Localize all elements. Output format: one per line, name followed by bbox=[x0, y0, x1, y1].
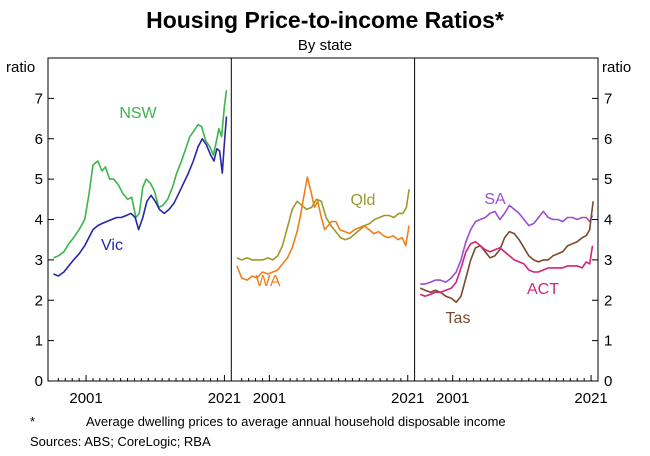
x-tick-label: 2001 bbox=[253, 390, 286, 407]
y-axis-label-right: ratio bbox=[602, 59, 631, 76]
y-tick-label: 6 bbox=[35, 131, 43, 148]
y-axis-label-left: ratio bbox=[6, 59, 35, 76]
series-label-tas: Tas bbox=[446, 310, 471, 327]
y-tick-label: 4 bbox=[35, 212, 43, 229]
series-line-qld bbox=[236, 189, 410, 261]
chart-title: Housing Price-to-income Ratios* bbox=[146, 7, 504, 33]
footnote-marker: * bbox=[30, 414, 35, 429]
y-tick-label: 2 bbox=[604, 292, 612, 309]
x-tick-label: 2001 bbox=[69, 390, 102, 407]
x-tick-label: 2021 bbox=[574, 390, 607, 407]
panel-1: 2001 2021 NSW Vic bbox=[53, 90, 241, 407]
series-label-qld: Qld bbox=[351, 192, 376, 209]
series-line-sa bbox=[420, 204, 594, 285]
series-label-sa: SA bbox=[484, 191, 506, 208]
y-tick-label: 3 bbox=[35, 252, 43, 269]
plot-frame bbox=[47, 57, 599, 382]
series-line-tas bbox=[419, 201, 594, 304]
series-line-act bbox=[419, 240, 594, 298]
y-tick-label: 7 bbox=[604, 90, 612, 107]
y-ticks-right: 0 1 2 3 4 5 6 7 bbox=[592, 90, 612, 390]
series-line-vic bbox=[53, 116, 228, 277]
y-tick-label: 4 bbox=[604, 212, 612, 229]
y-ticks-left: 0 1 2 3 4 5 6 7 bbox=[35, 90, 54, 390]
y-tick-label: 1 bbox=[604, 333, 612, 350]
chart-subtitle: By state bbox=[298, 37, 352, 54]
y-tick-label: 7 bbox=[35, 90, 43, 107]
y-tick-label: 5 bbox=[35, 171, 43, 188]
series-label-vic: Vic bbox=[101, 237, 123, 254]
y-tick-label: 3 bbox=[604, 252, 612, 269]
x-tick-label: 2001 bbox=[436, 390, 469, 407]
sources-text: Sources: ABS; CoreLogic; RBA bbox=[30, 434, 211, 449]
panel-2: 2001 2021 Qld WA bbox=[236, 176, 424, 407]
y-tick-label: 1 bbox=[35, 333, 43, 350]
y-tick-label: 0 bbox=[35, 373, 43, 390]
footnote-text: Average dwelling prices to average annua… bbox=[86, 414, 506, 429]
series-label-act: ACT bbox=[527, 281, 559, 298]
panel-3: 2001 2021 SA Tas ACT bbox=[419, 191, 608, 407]
series-label-wa: WA bbox=[255, 273, 281, 290]
x-tick-label: 2021 bbox=[391, 390, 424, 407]
y-tick-label: 5 bbox=[604, 171, 612, 188]
panels: 2001 2021 NSW Vic 2001 2021 Qld WA 2001 2021 SA Tas… bbox=[53, 90, 608, 407]
y-tick-label: 6 bbox=[604, 131, 612, 148]
series-line-wa bbox=[236, 176, 410, 281]
y-tick-label: 2 bbox=[35, 292, 43, 309]
x-tick-label: 2021 bbox=[208, 390, 241, 407]
y-tick-label: 0 bbox=[604, 373, 612, 390]
series-line-nsw bbox=[53, 90, 228, 259]
series-label-nsw: NSW bbox=[119, 105, 157, 122]
